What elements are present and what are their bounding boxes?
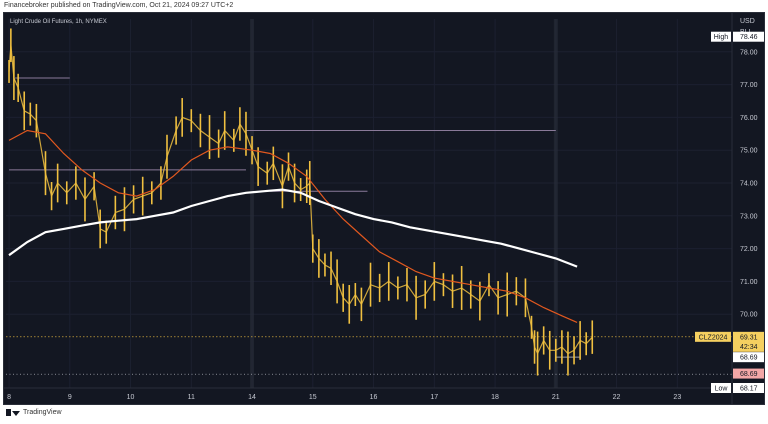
chart-title: Light Crude Oil Futures, 1h, NYMEX — [10, 19, 107, 25]
ema-fast-line — [8, 129, 578, 323]
y-tick-label: 71.00 — [740, 279, 758, 286]
session-separator — [250, 19, 255, 388]
high-value-text: 78.46 — [740, 34, 758, 41]
x-tick-label: 22 — [613, 394, 621, 401]
level-value-tag — [733, 352, 765, 363]
symbol-value-tag — [733, 331, 765, 352]
currency-label: USD — [740, 18, 755, 25]
tradingview-logo-icon — [6, 409, 20, 416]
y-tick-label: 77.00 — [740, 82, 758, 89]
symbol-name-text: CLZ2024 — [699, 334, 728, 341]
symbol-value-text: 69.31 — [740, 334, 758, 341]
series-layer — [8, 28, 594, 376]
high-name-tag — [711, 31, 731, 42]
x-tick-label: 23 — [673, 394, 681, 401]
session-separators — [250, 19, 558, 388]
y-tick-label: 78.00 — [740, 49, 758, 56]
low-value-text: 68.17 — [740, 386, 758, 393]
symbol-name-tag — [695, 331, 731, 342]
y-tick-label: 70.00 — [740, 312, 758, 319]
high-value-tag — [733, 31, 765, 42]
x-tick-label: 21 — [552, 394, 560, 401]
publish-info: Financebroker published on TradingView.c… — [4, 2, 234, 9]
ema-slow-line — [8, 188, 578, 268]
symbol-countdown-text: 42:34 — [740, 344, 758, 351]
price-label-layer: High 78.46 CLZ2024 69.31 42:34 68.69 68.69 Low 6… — [695, 31, 765, 393]
low-value-tag — [733, 383, 765, 393]
low-name-tag — [711, 383, 731, 393]
footer-brand: TradingView — [23, 409, 62, 416]
x-tick-label: 8 — [7, 394, 11, 401]
last-value-text: 68.69 — [740, 371, 758, 378]
last-value-tag — [733, 368, 765, 379]
x-tick-label: 15 — [309, 394, 317, 401]
y-tick-label: 74.00 — [740, 181, 758, 188]
session-separator — [553, 19, 558, 388]
high-name-text: High — [714, 34, 729, 41]
axis-layer: 78.00 77.00 76.00 75.00 74.00 73.00 72.00 71.00… — [4, 13, 758, 404]
x-tick-label: 18 — [491, 394, 499, 401]
footer: TradingView — [6, 409, 62, 416]
x-tick-label: 17 — [430, 394, 438, 401]
x-tick-label: 11 — [188, 394, 195, 401]
x-tick-label: 16 — [370, 394, 378, 401]
x-tick-label: 9 — [68, 394, 72, 401]
x-tick-label: 10 — [127, 394, 135, 401]
x-tick-label: 14 — [248, 394, 256, 401]
y-tick-label: 76.00 — [740, 115, 758, 122]
y-tick-label: 72.00 — [740, 246, 758, 253]
low-name-text: Low — [715, 386, 729, 393]
y-tick-label: 75.00 — [740, 148, 758, 155]
chart-frame[interactable]: 78.00 77.00 76.00 75.00 74.00 73.00 72.00 71.00… — [3, 12, 765, 405]
level-value-text: 68.69 — [740, 355, 758, 362]
price-chart[interactable]: 78.00 77.00 76.00 75.00 74.00 73.00 72.00 71.00… — [4, 13, 765, 404]
y-tick-label: 73.00 — [740, 213, 758, 220]
